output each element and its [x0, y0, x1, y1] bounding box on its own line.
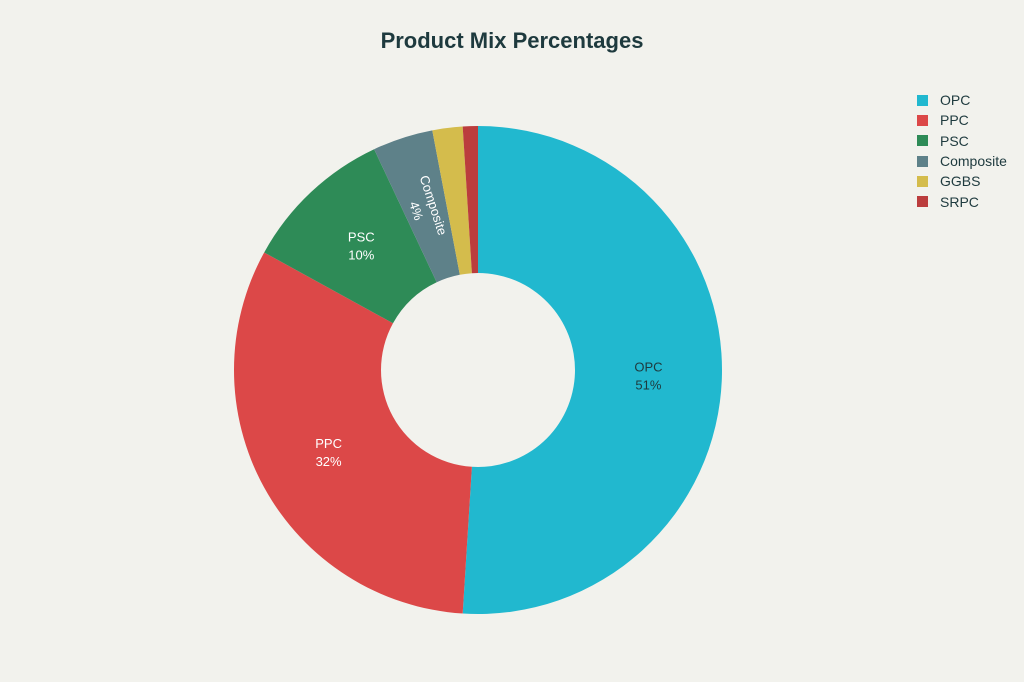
slice-opc[interactable]: [462, 126, 723, 614]
legend-swatch: [917, 114, 928, 126]
legend-item-srpc[interactable]: SRPC: [917, 191, 1007, 211]
legend-item-composite[interactable]: Composite: [917, 151, 1007, 171]
slice-srpc[interactable]: [462, 126, 478, 274]
legend-item-ggbs[interactable]: GGBS: [917, 171, 1007, 191]
legend-swatch: [917, 175, 928, 187]
slice-label-value: 32%: [316, 454, 342, 469]
legend-swatch: [917, 196, 928, 208]
legend-label: OPC: [940, 92, 971, 109]
legend: OPC PPC PSC Composite GGBS SRPC: [917, 90, 1007, 212]
legend-swatch: [917, 155, 928, 167]
legend-label: SRPC: [940, 193, 979, 210]
slice-psc[interactable]: [264, 149, 437, 324]
slice-label-name: PSC: [348, 230, 375, 245]
legend-label: PSC: [940, 132, 969, 149]
slice-label-name: PPC: [315, 436, 342, 451]
legend-swatch: [917, 135, 928, 147]
slice-label-value: 4%: [406, 200, 426, 223]
legend-label: GGBS: [940, 173, 981, 190]
slice-label-opc: OPC 51%: [634, 359, 662, 392]
slice-label-value: 51%: [635, 377, 661, 392]
legend-item-psc[interactable]: PSC: [917, 131, 1007, 151]
legend-item-ppc[interactable]: PPC: [917, 110, 1007, 130]
slice-label-name: OPC: [634, 359, 662, 374]
chart-title: Product Mix Percentages: [380, 28, 644, 53]
legend-label: PPC: [940, 112, 969, 129]
slice-label-ppc: PPC 32%: [315, 436, 342, 469]
slice-ggbs[interactable]: [432, 126, 472, 275]
slice-label-value: 10%: [348, 248, 374, 263]
slice-ppc[interactable]: [234, 252, 472, 614]
slice-label-psc: PSC 10%: [348, 230, 375, 263]
legend-swatch: [917, 94, 928, 106]
slice-composite[interactable]: [374, 130, 460, 283]
legend-item-opc[interactable]: OPC: [917, 90, 1007, 110]
legend-label: Composite: [940, 153, 1007, 170]
